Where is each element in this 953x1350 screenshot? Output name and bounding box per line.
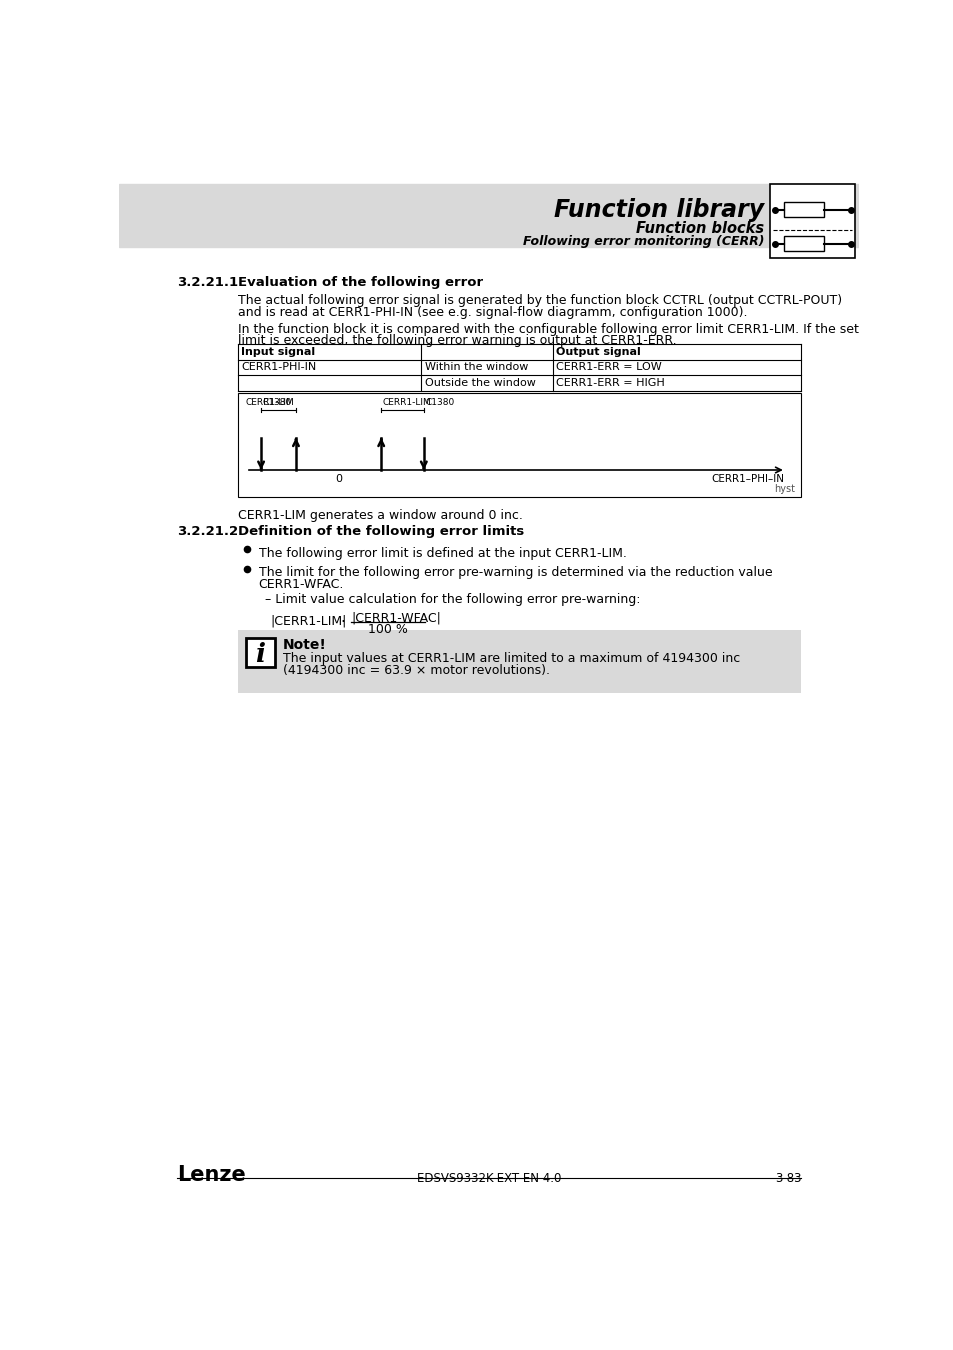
Text: Note!: Note! [282,637,326,652]
Text: The actual following error signal is generated by the function block CCTRL (outp: The actual following error signal is gen… [237,294,841,308]
Text: Input signal: Input signal [241,347,314,356]
Text: The limit for the following error pre-warning is determined via the reduction va: The limit for the following error pre-wa… [258,566,772,579]
Text: 3-83: 3-83 [774,1172,801,1184]
Text: 0: 0 [335,474,342,483]
Text: and is read at CERR1-PHI-IN (see e.g. signal-flow diagramm, configuration 1000).: and is read at CERR1-PHI-IN (see e.g. si… [237,306,746,319]
Text: 100 %: 100 % [368,624,407,636]
Text: Function blocks: Function blocks [636,221,763,236]
Text: – Limit value calculation for the following error pre-warning:: – Limit value calculation for the follow… [265,593,639,606]
Text: The input values at CERR1-LIM are limited to a maximum of 4194300 inc: The input values at CERR1-LIM are limite… [282,652,740,664]
Bar [769,184,855,258]
Text: CERR1-WFAC.: CERR1-WFAC. [258,578,344,591]
Bar [783,202,823,217]
Text: CERR1-ERR = HIGH: CERR1-ERR = HIGH [556,378,664,387]
Text: ·: · [340,614,345,629]
Bar [237,630,801,694]
Bar [119,184,858,247]
Text: C1380: C1380 [425,398,455,406]
Text: 3.2.21.2: 3.2.21.2 [177,525,238,539]
Bar [783,236,823,251]
Text: |CERR1-WFAC|: |CERR1-WFAC| [351,612,440,625]
Text: C1380: C1380 [262,398,292,406]
Text: CERR1-PHI-IN: CERR1-PHI-IN [241,362,315,373]
Text: limit is exceeded, the following error warning is output at CERR1-ERR.: limit is exceeded, the following error w… [237,335,676,347]
Text: Function library: Function library [554,197,763,221]
Text: CERR1-LIM generates a window around 0 inc.: CERR1-LIM generates a window around 0 in… [237,509,522,521]
Text: In the function block it is compared with the configurable following error limit: In the function block it is compared wit… [237,323,858,336]
Text: CERR1-LIM: CERR1-LIM [245,398,294,406]
Text: Output signal: Output signal [556,347,640,356]
Text: CERR1-LIM: CERR1-LIM [382,398,431,406]
Text: Within the window: Within the window [424,362,527,373]
Text: EDSVS9332K-EXT EN 4.0: EDSVS9332K-EXT EN 4.0 [416,1172,560,1184]
Text: Definition of the following error limits: Definition of the following error limits [237,525,523,539]
Text: i: i [255,641,265,667]
Text: Lenze: Lenze [177,1165,246,1184]
Text: The following error limit is defined at the input CERR1-LIM.: The following error limit is defined at … [258,547,626,560]
Bar [245,637,274,667]
Text: hyst: hyst [773,483,794,494]
Text: Evaluation of the following error: Evaluation of the following error [237,275,482,289]
Text: Outside the window: Outside the window [424,378,535,387]
Text: Following error monitoring (CERR): Following error monitoring (CERR) [522,235,763,248]
Text: CERR1-ERR = LOW: CERR1-ERR = LOW [556,362,661,373]
Text: (4194300 inc = 63.9 × motor revolutions).: (4194300 inc = 63.9 × motor revolutions)… [282,664,549,678]
Text: 3.2.21.1: 3.2.21.1 [177,275,238,289]
Text: |CERR1-LIM|: |CERR1-LIM| [270,614,346,628]
Text: CERR1–PHI–IN: CERR1–PHI–IN [710,474,783,483]
Bar [237,393,801,497]
